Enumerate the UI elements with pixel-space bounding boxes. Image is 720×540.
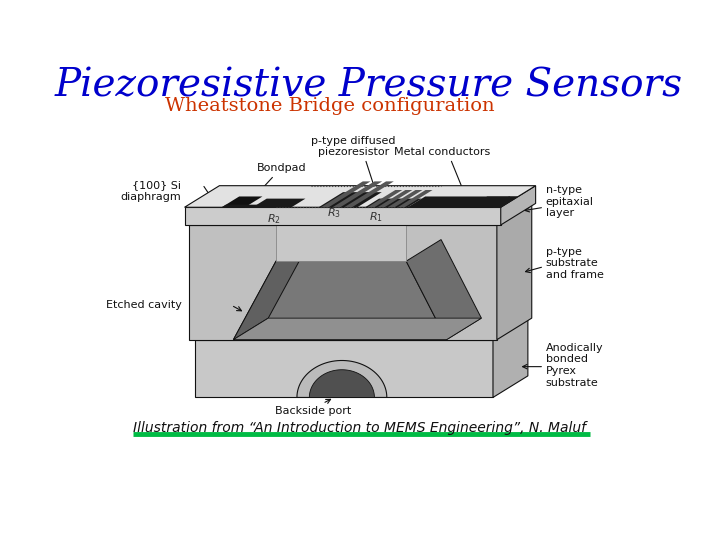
Polygon shape: [333, 181, 382, 207]
Polygon shape: [406, 240, 482, 340]
Polygon shape: [253, 199, 305, 207]
Polygon shape: [189, 225, 497, 340]
Text: Wheatstone Bridge configuration: Wheatstone Bridge configuration: [166, 97, 495, 114]
Text: Piezoresistive Pressure Sensors: Piezoresistive Pressure Sensors: [55, 68, 683, 105]
Text: Etched cavity: Etched cavity: [106, 300, 181, 310]
Polygon shape: [500, 186, 536, 225]
Polygon shape: [276, 204, 441, 225]
Polygon shape: [344, 181, 394, 207]
Polygon shape: [321, 181, 371, 207]
Polygon shape: [365, 199, 422, 207]
Text: p-type diffused
piezoresistor: p-type diffused piezoresistor: [311, 136, 396, 157]
Polygon shape: [319, 192, 382, 207]
Polygon shape: [233, 261, 446, 340]
Polygon shape: [492, 197, 518, 207]
Text: Bondpad: Bondpad: [248, 163, 306, 204]
Polygon shape: [184, 186, 536, 207]
Text: {111}: {111}: [269, 277, 304, 287]
Polygon shape: [397, 190, 433, 207]
Polygon shape: [387, 190, 423, 207]
Polygon shape: [222, 205, 258, 207]
Text: $R_2$: $R_2$: [266, 212, 281, 226]
Polygon shape: [276, 225, 406, 261]
Text: n-type
epitaxial
layer: n-type epitaxial layer: [546, 185, 594, 219]
Polygon shape: [493, 318, 528, 397]
Polygon shape: [194, 340, 493, 397]
Text: Metal conductors: Metal conductors: [395, 147, 491, 157]
Polygon shape: [367, 190, 402, 207]
Polygon shape: [497, 204, 532, 340]
Polygon shape: [189, 204, 532, 225]
Polygon shape: [233, 318, 482, 340]
Polygon shape: [233, 240, 311, 340]
Polygon shape: [310, 370, 374, 397]
Polygon shape: [469, 197, 510, 207]
Polygon shape: [194, 318, 528, 340]
Polygon shape: [297, 361, 387, 397]
Polygon shape: [184, 207, 500, 225]
Polygon shape: [408, 197, 518, 207]
Polygon shape: [377, 190, 413, 207]
Text: $R_1$: $R_1$: [369, 211, 383, 224]
Polygon shape: [222, 197, 262, 207]
Text: Backside port: Backside port: [275, 406, 351, 416]
Text: Illustration from “An Introduction to MEMS Engineering”, N. Maluf: Illustration from “An Introduction to ME…: [132, 421, 585, 435]
Text: Anodically
bonded
Pyrex
substrate: Anodically bonded Pyrex substrate: [546, 343, 603, 388]
Text: p-type
substrate
and frame: p-type substrate and frame: [546, 247, 603, 280]
Text: $R_3$: $R_3$: [327, 206, 341, 220]
Text: {100} Si
diaphragm: {100} Si diaphragm: [121, 180, 181, 202]
